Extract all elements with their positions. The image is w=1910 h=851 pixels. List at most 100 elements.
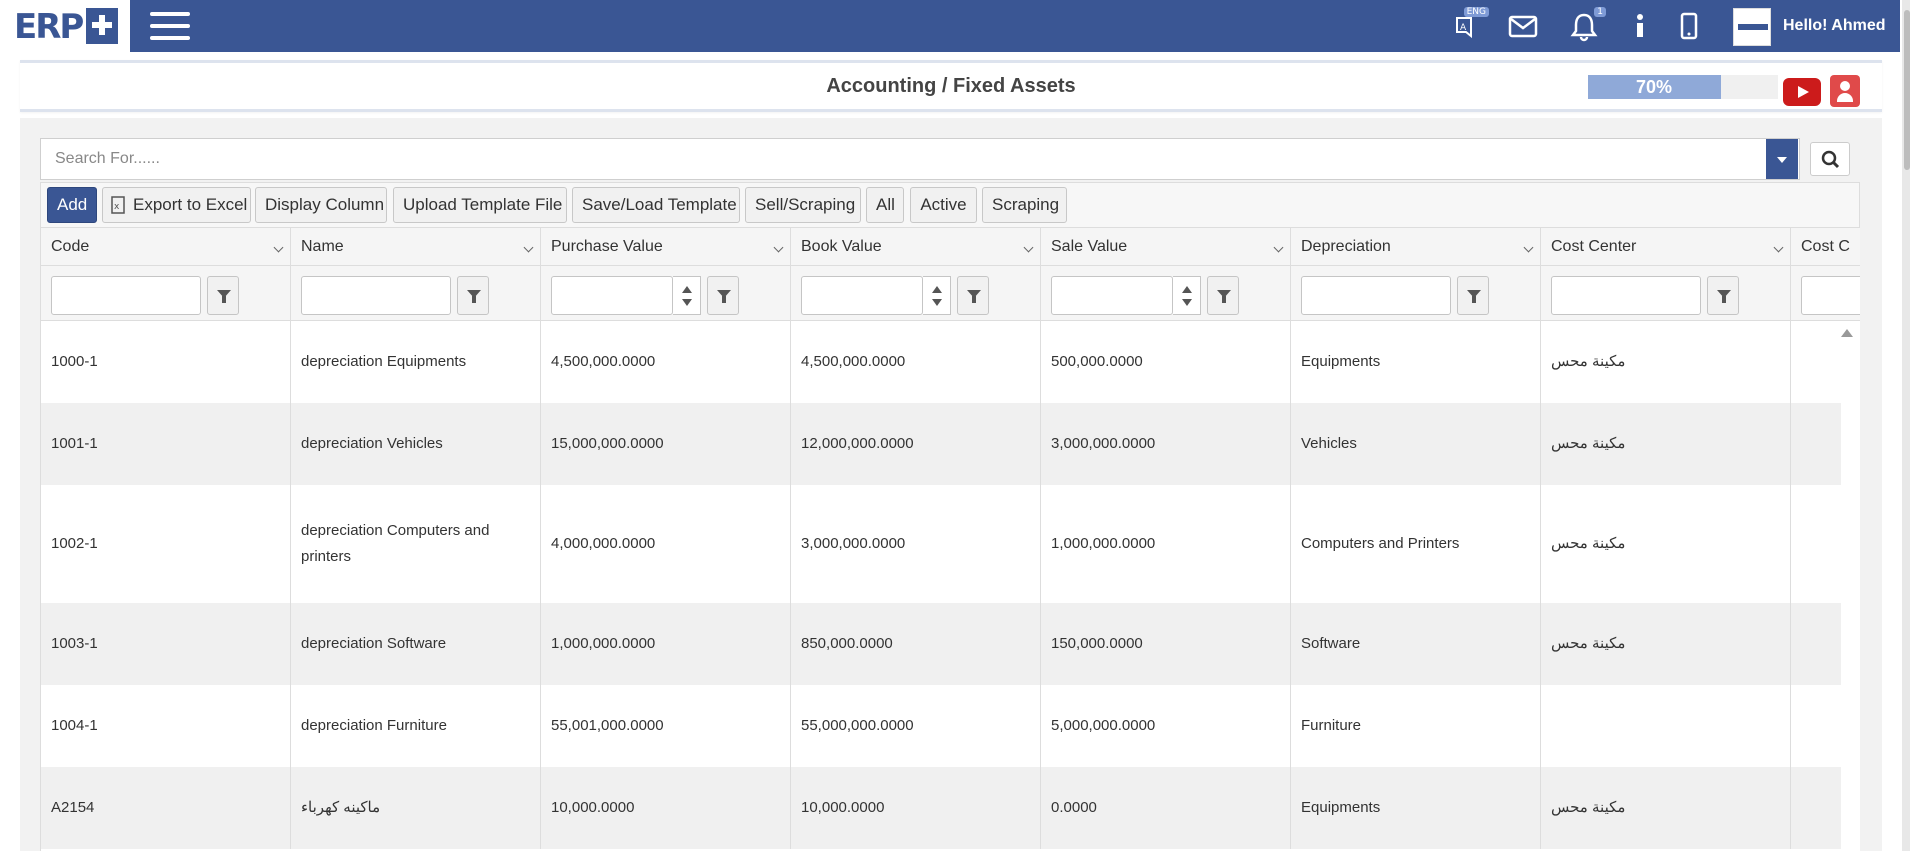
table-cell: 4,500,000.0000 (791, 321, 1041, 403)
save-load-template-button[interactable]: Save/Load Template (572, 187, 740, 223)
table-cell: Equipments (1291, 767, 1541, 849)
column-header-label: Depreciation (1301, 238, 1391, 255)
avatar[interactable] (1733, 8, 1771, 46)
column-header[interactable]: Purchase Value (541, 228, 791, 266)
search-input[interactable] (41, 139, 1766, 179)
bell-icon[interactable]: 1 (1570, 7, 1606, 42)
filter-icon[interactable] (1707, 276, 1739, 315)
chevron-down-icon[interactable] (773, 242, 784, 253)
table-row[interactable]: 1003-1 depreciation Software 1,000,000.000… (41, 603, 1841, 685)
youtube-icon[interactable] (1783, 78, 1821, 106)
language-icon[interactable]: A ENG (1453, 7, 1489, 40)
table-cell: 1003-1 (41, 603, 291, 685)
number-stepper[interactable] (1173, 276, 1201, 315)
search-dropdown-button[interactable] (1766, 139, 1798, 179)
search-box (40, 138, 1800, 180)
chevron-down-icon[interactable] (1023, 242, 1034, 253)
table-cell: 55,001,000.0000 (541, 685, 791, 767)
info-icon[interactable] (1630, 12, 1660, 40)
table-cell: 3,000,000.0000 (791, 485, 1041, 603)
menu-icon[interactable] (150, 12, 190, 42)
table-cell: depreciation Vehicles (291, 403, 541, 485)
filter-icon[interactable] (707, 276, 739, 315)
search-button[interactable] (1810, 142, 1850, 176)
table-cell: 1004-1 (41, 685, 291, 767)
svg-text:A: A (1460, 23, 1467, 33)
column-header[interactable]: Code (41, 228, 291, 266)
chevron-down-icon[interactable] (273, 242, 284, 253)
filter-icon[interactable] (207, 276, 239, 315)
chevron-down-icon[interactable] (1523, 242, 1534, 253)
filter-scraping-button[interactable]: Scraping (982, 187, 1067, 223)
table-cell: 12,000,000.0000 (791, 403, 1041, 485)
table-cell: depreciation Computers and printers (291, 485, 541, 603)
table-cell (1791, 485, 1860, 603)
table-cell: A2154 (41, 767, 291, 849)
filter-input[interactable] (1801, 276, 1860, 315)
filter-input[interactable] (1551, 276, 1701, 315)
export-to-excel-label: Export to Excel (133, 195, 248, 214)
sell-scraping-button[interactable]: Sell/Scraping (745, 187, 861, 223)
user-greeting[interactable]: Hello! Ahmed (1783, 17, 1886, 34)
table-cell: 55,000,000.0000 (791, 685, 1041, 767)
number-stepper[interactable] (923, 276, 951, 315)
grid-header-row: Code Name Purchase Value Book Value Sale Val… (41, 228, 1860, 266)
filter-input[interactable] (1051, 276, 1173, 315)
mobile-icon[interactable] (1678, 12, 1708, 40)
column-header[interactable]: Sale Value (1041, 228, 1291, 266)
column-header[interactable]: Cost Center (1541, 228, 1791, 266)
top-navbar: ERP A ENG 1 Hello! Ahmed (0, 0, 1900, 52)
filter-active-button[interactable]: Active (910, 187, 977, 223)
export-to-excel-button[interactable]: x Export to Excel (102, 187, 251, 223)
title-bar: Accounting / Fixed Assets 70% (20, 60, 1882, 112)
user-icon[interactable] (1830, 75, 1860, 107)
filter-icon[interactable] (1207, 276, 1239, 315)
filter-input[interactable] (1301, 276, 1451, 315)
chevron-down-icon[interactable] (523, 242, 534, 253)
table-row[interactable]: 1004-1 depreciation Furniture 55,001,000.0… (41, 685, 1841, 767)
column-header[interactable]: Depreciation (1291, 228, 1541, 266)
column-header[interactable]: Name (291, 228, 541, 266)
table-cell: 150,000.0000 (1041, 603, 1291, 685)
scroll-up-icon[interactable] (1841, 329, 1853, 337)
progress-text: 70% (1635, 77, 1673, 97)
progress-fill (1588, 75, 1721, 99)
column-header[interactable]: Book Value (791, 228, 1041, 266)
table-cell: 1,000,000.0000 (541, 603, 791, 685)
table-cell: مكينة محس (1541, 485, 1791, 603)
table-cell: Computers and Printers (1291, 485, 1541, 603)
number-stepper[interactable] (673, 276, 701, 315)
upload-template-button[interactable]: Upload Template File (393, 187, 567, 223)
notification-badge: 1 (1594, 7, 1606, 17)
page-scrollbar-thumb[interactable] (1904, 10, 1910, 170)
column-header-label: Cost C (1801, 238, 1850, 255)
table-row[interactable]: 1001-1 depreciation Vehicles 15,000,000.00… (41, 403, 1841, 485)
logo[interactable]: ERP (0, 0, 130, 52)
mail-icon[interactable] (1508, 12, 1538, 40)
column-header[interactable]: Cost C (1791, 228, 1860, 266)
add-button[interactable]: Add (47, 187, 97, 223)
filter-icon[interactable] (457, 276, 489, 315)
table-cell: depreciation Software (291, 603, 541, 685)
filter-icon[interactable] (957, 276, 989, 315)
filter-input[interactable] (551, 276, 673, 315)
filter-icon[interactable] (1457, 276, 1489, 315)
logo-plus-icon (86, 8, 118, 44)
table-row[interactable]: 1000-1 depreciation Equipments 4,500,000.0… (41, 321, 1841, 403)
filter-input[interactable] (801, 276, 923, 315)
chevron-down-icon[interactable] (1773, 242, 1784, 253)
table-row[interactable]: A2154 ماكينه كهرباء 10,000.0000 10,000.0000… (41, 767, 1841, 849)
progress-bar: 70% (1588, 75, 1778, 99)
logo-text: ERP (14, 7, 84, 47)
search-icon (1821, 150, 1840, 169)
table-cell (1791, 767, 1860, 849)
chevron-down-icon[interactable] (1273, 242, 1284, 253)
page-scrollbar[interactable] (1902, 0, 1910, 851)
table-cell: 500,000.0000 (1041, 321, 1291, 403)
filter-all-button[interactable]: All (866, 187, 904, 223)
filter-input[interactable] (51, 276, 201, 315)
table-row[interactable]: 1002-1 depreciation Computers and printer… (41, 485, 1841, 603)
filter-input[interactable] (301, 276, 451, 315)
display-column-button[interactable]: Display Column (255, 187, 387, 223)
page-title: Accounting / Fixed Assets (826, 75, 1076, 97)
